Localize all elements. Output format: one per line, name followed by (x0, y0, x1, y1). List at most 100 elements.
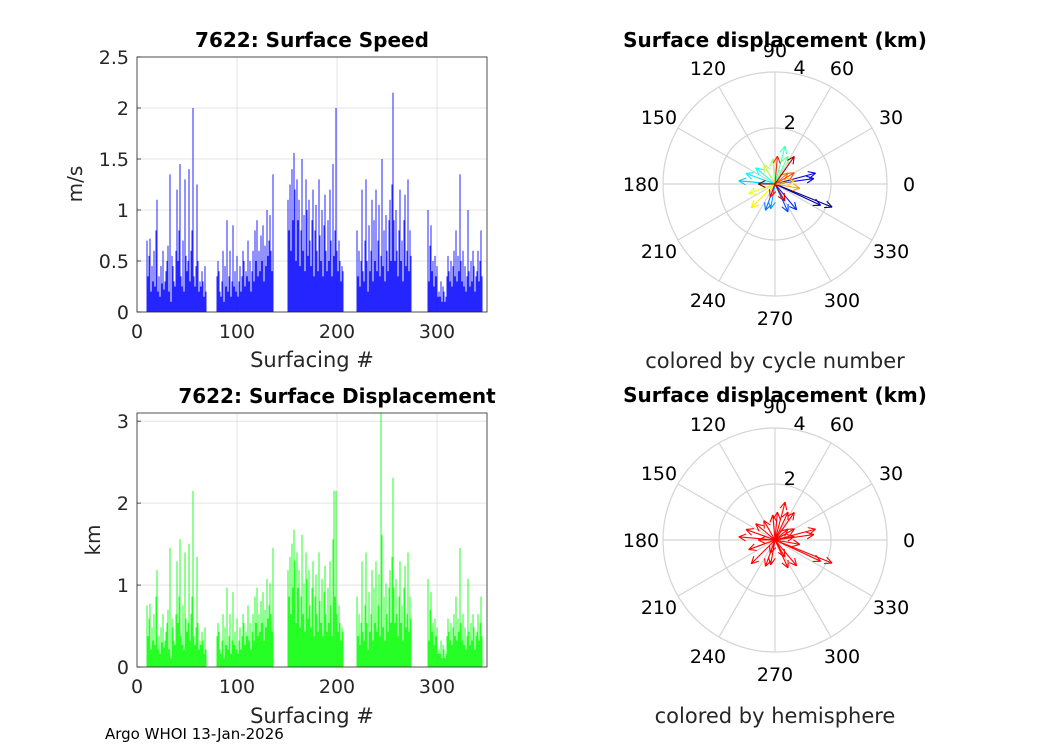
bar (290, 614, 292, 667)
bar (199, 640, 201, 667)
footer-credit: Argo WHOI 13-Jan-2026 (105, 725, 284, 743)
bar (165, 271, 167, 312)
bar (465, 649, 467, 667)
bar (469, 286, 471, 312)
bar (453, 614, 455, 667)
bar (338, 240, 340, 312)
polar-spoke (677, 539, 776, 597)
bar (462, 250, 464, 312)
bar (269, 583, 271, 667)
polar-angle-label: 300 (824, 646, 860, 668)
disp-axes-box (136, 412, 488, 668)
bar (294, 189, 296, 312)
bar (179, 539, 181, 667)
displacement-arrow (774, 512, 795, 541)
bar (318, 552, 320, 667)
bar (323, 225, 325, 312)
bar (252, 614, 254, 667)
arrow-head (757, 536, 766, 541)
bar (405, 266, 407, 312)
bar (171, 618, 173, 667)
bar (330, 240, 332, 312)
bar (238, 281, 240, 312)
bar (272, 174, 274, 312)
arrow-head (784, 528, 789, 537)
bar (146, 605, 148, 667)
bar (150, 649, 152, 667)
bar (461, 281, 463, 312)
bar (429, 609, 431, 667)
bar (307, 618, 309, 667)
bar (318, 179, 320, 312)
bar (313, 276, 315, 312)
polar-angle-label: 330 (873, 597, 909, 619)
bar (410, 255, 412, 312)
bar (174, 286, 176, 312)
bar (156, 199, 158, 312)
bar (320, 261, 322, 312)
bar (370, 614, 372, 667)
bar (315, 574, 317, 667)
bar (378, 204, 380, 312)
bar (299, 266, 301, 312)
bar (436, 266, 438, 312)
bar (454, 276, 456, 312)
bar (304, 271, 306, 312)
bar (329, 561, 331, 667)
bar (263, 640, 265, 667)
arrow-head (793, 183, 801, 189)
polar-angle-label: 180 (623, 530, 659, 552)
bar (173, 640, 175, 667)
bar (331, 276, 333, 312)
bar (224, 266, 226, 312)
disp-bars (146, 413, 483, 667)
bar (265, 266, 267, 312)
bar (266, 578, 268, 667)
bar (481, 636, 483, 667)
bar (333, 490, 335, 667)
arrow-head (779, 501, 786, 509)
bar (156, 570, 158, 667)
bar (160, 627, 162, 667)
bar (303, 215, 305, 312)
bar (382, 627, 384, 667)
arrow-head (776, 511, 781, 520)
bar (379, 276, 381, 312)
bar (247, 605, 249, 667)
bar (253, 640, 255, 667)
bar (254, 596, 256, 667)
bar (166, 261, 168, 312)
arrow-head (791, 543, 800, 548)
bar (387, 271, 389, 312)
displacement-arrow (745, 528, 776, 541)
arrow-head (755, 167, 760, 176)
bar (437, 653, 439, 667)
y-tick-label: 1 (117, 200, 129, 222)
bar (458, 271, 460, 312)
bar (439, 296, 441, 312)
bar (389, 199, 391, 312)
bar (255, 261, 257, 312)
polar-angle-label: 30 (879, 463, 903, 485)
bar (466, 636, 468, 667)
arrow-head (826, 200, 833, 208)
bar (242, 250, 244, 312)
bar (186, 271, 188, 312)
bar (165, 631, 167, 667)
displacement-arrow (770, 183, 776, 209)
polar-cycle-angle-labels: 0 30 60 90 120 150 180 210 240 270 300 330 2 4 (623, 40, 915, 330)
bar (474, 649, 476, 667)
bar (242, 614, 244, 667)
bar (246, 276, 248, 312)
displacement-arrow (772, 158, 776, 185)
y-tick-label: 1.5 (99, 149, 129, 171)
arrow-head (787, 511, 795, 517)
bar (258, 614, 260, 667)
displacement-arrow (774, 183, 798, 211)
speed-bars (146, 92, 483, 312)
bar (186, 631, 188, 667)
bar (396, 614, 398, 667)
bar (161, 642, 163, 667)
polar-hemisphere-chart: 0 30 60 90 120 150 180 210 240 270 300 330 2 4 Surfac… (623, 383, 927, 728)
bar (372, 640, 374, 667)
